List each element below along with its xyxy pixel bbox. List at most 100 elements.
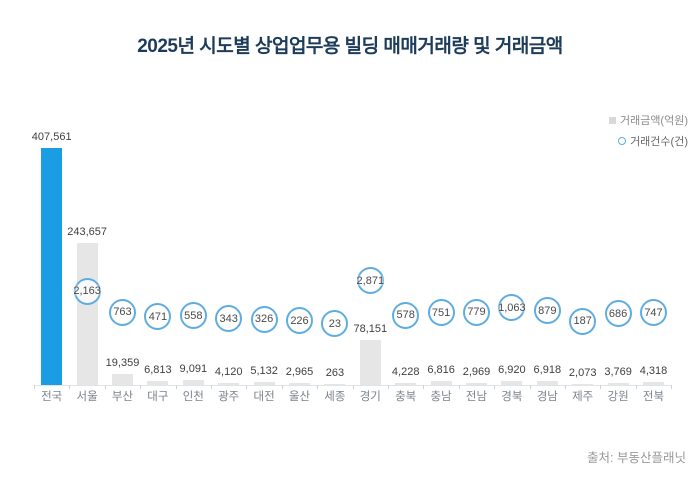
source-credit: 출처: 부동산플래닛	[587, 451, 686, 465]
amount-label: 263	[325, 367, 345, 379]
bar	[112, 373, 133, 385]
x-axis-tick	[352, 385, 354, 389]
count-badge: 471	[144, 303, 172, 331]
x-axis-tick	[281, 385, 283, 389]
amount-label: 407,561	[31, 131, 72, 143]
count-badge: 1,063	[498, 294, 526, 322]
x-axis-tick	[565, 385, 566, 389]
count-badge: 343	[215, 305, 243, 333]
x-axis-label: 강원	[607, 391, 629, 403]
bar	[501, 380, 523, 385]
amount-label: 3,769	[604, 365, 632, 378]
amount-label: 19,359	[105, 356, 140, 369]
count-swatch-icon	[618, 137, 627, 145]
amount-label: 9,091	[179, 362, 208, 375]
amount-label: 4,228	[391, 365, 420, 378]
x-axis-tick	[423, 385, 425, 389]
amount-label: 2,965	[285, 366, 314, 379]
count-badge: 187	[569, 307, 597, 335]
amount-label: 2,073	[568, 366, 597, 379]
x-axis-label: 전국	[41, 391, 63, 403]
bar	[289, 383, 310, 385]
bar	[430, 381, 452, 385]
amount-label: 4,318	[639, 365, 668, 378]
count-badge: 763	[109, 298, 136, 326]
x-axis-label: 충남	[430, 391, 452, 403]
x-axis-tick	[494, 385, 496, 389]
bar	[41, 148, 63, 385]
bar	[253, 382, 275, 385]
amount-label: 6,920	[498, 363, 526, 376]
count-badge: 2,871	[357, 267, 384, 295]
bar	[572, 383, 594, 385]
x-axis-label: 인천	[182, 391, 204, 403]
legend-amount-label: 거래금액(억원)	[619, 115, 688, 127]
x-axis-label: 경남	[536, 391, 558, 403]
bar	[643, 382, 664, 385]
x-axis-tick	[458, 385, 460, 389]
bar	[395, 382, 417, 385]
x-axis-label: 세종	[324, 391, 346, 403]
x-axis-label: 대전	[253, 391, 275, 403]
bar	[466, 383, 487, 385]
amount-label: 2,969	[462, 366, 491, 379]
x-axis-label: 부산	[111, 391, 134, 403]
x-axis-label: 전북	[642, 391, 665, 403]
x-axis-tick	[69, 385, 71, 389]
amount-swatch-icon	[608, 116, 616, 124]
x-axis-tick	[211, 385, 212, 389]
x-axis-tick	[34, 385, 35, 389]
legend-item-amount: 거래금액(억원)	[608, 112, 688, 128]
x-axis-label: 경북	[501, 391, 523, 403]
bar	[536, 380, 558, 385]
x-axis-label: 경기	[359, 391, 381, 403]
count-badge: 879	[533, 297, 561, 325]
amount-label: 243,657	[67, 226, 107, 239]
legend-count-label: 거래건수(건)	[630, 136, 688, 148]
bar	[359, 339, 381, 385]
x-axis-tick	[246, 385, 248, 389]
x-axis-tick	[104, 385, 106, 389]
legend-item-count: 거래건수(건)	[618, 133, 688, 149]
x-axis-label: 대구	[147, 391, 169, 403]
bar	[182, 379, 204, 385]
count-badge: 23	[321, 310, 349, 338]
x-axis-tick	[529, 385, 531, 389]
bar	[76, 243, 98, 385]
chart-title: 2025년 시도별 상업업무용 빌딩 매매거래량 및 거래금액	[137, 36, 563, 57]
amount-label: 6,918	[533, 363, 562, 376]
count-badge: 226	[286, 307, 313, 335]
amount-label: 78,151	[353, 322, 388, 335]
count-badge: 578	[392, 301, 420, 329]
legend: 거래금액(억원) 거래건수(건)	[608, 112, 688, 149]
amount-label: 6,816	[427, 364, 455, 377]
x-axis-tick	[317, 385, 319, 389]
x-axis-label: 충북	[395, 391, 417, 403]
bar	[607, 382, 629, 385]
x-axis-tick	[388, 385, 389, 389]
count-badge: 558	[179, 302, 207, 330]
bar	[324, 384, 346, 385]
count-badge: 2,163	[73, 277, 101, 305]
count-badge: 686	[604, 300, 632, 328]
x-axis-label: 전남	[465, 391, 488, 403]
amount-label: 5,132	[250, 365, 278, 378]
x-axis-label: 울산	[288, 391, 311, 403]
amount-label: 4,120	[214, 365, 243, 378]
x-axis-label: 광주	[218, 391, 240, 403]
count-badge: 751	[427, 299, 455, 327]
count-badge: 747	[640, 299, 667, 327]
x-axis-tick	[140, 385, 142, 389]
x-axis-label: 서울	[76, 391, 98, 403]
x-axis-tick	[600, 385, 602, 389]
x-axis-tick	[175, 385, 177, 389]
bar	[147, 381, 169, 385]
bar	[218, 382, 240, 385]
x-axis-tick	[671, 385, 673, 389]
amount-label: 6,813	[144, 364, 172, 377]
x-axis-tick	[635, 385, 637, 389]
count-badge: 779	[463, 298, 490, 326]
x-axis-label: 제주	[572, 391, 594, 403]
